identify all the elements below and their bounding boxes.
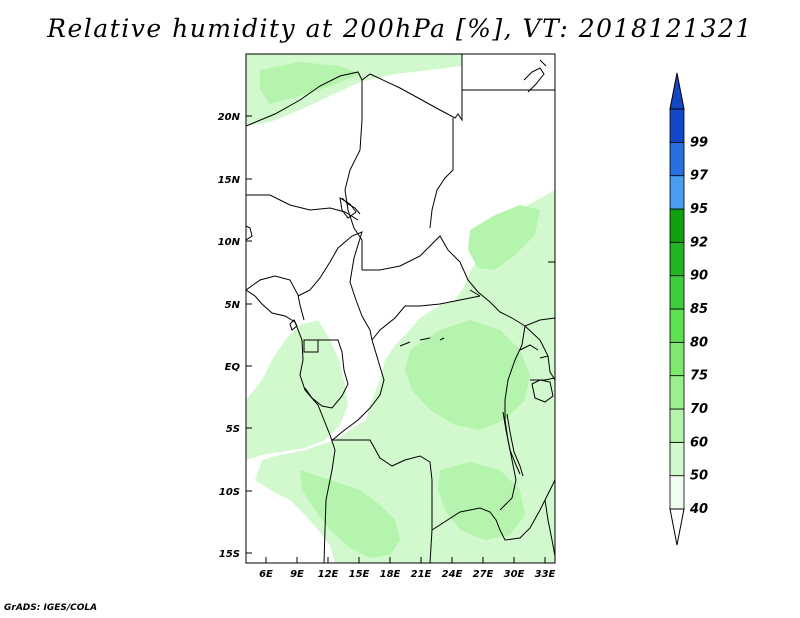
coast-west-notch xyxy=(246,225,253,241)
humidity-shading xyxy=(246,54,555,563)
lat-axis: 20N 15N 10N 5N EQ 5S 10S 15S xyxy=(218,112,252,560)
lake-segment-1 xyxy=(399,337,445,347)
colorbar: 40 50 60 70 75 80 85 90 92 95 97 99 xyxy=(669,72,709,546)
lat-label: 5N xyxy=(225,300,241,311)
border-libya-algeria xyxy=(246,54,463,127)
colorbar-label: 50 xyxy=(690,469,708,484)
border-niger-nigeria xyxy=(246,194,361,221)
lon-label: 6E xyxy=(259,569,273,580)
border-congo-drc xyxy=(331,339,385,441)
map-title: Relative humidity at 200hPa [%], VT: 201… xyxy=(47,14,753,43)
colorbar-label: 92 xyxy=(690,235,708,250)
colorbar-segment xyxy=(669,141,685,177)
border-nigeria-cameroon xyxy=(246,231,373,341)
border-libya-egypt-sudan xyxy=(429,89,555,229)
colorbar-label: 95 xyxy=(690,202,708,217)
colorbar-label: 85 xyxy=(690,302,708,317)
colorbar-segment xyxy=(669,208,685,243)
coastline xyxy=(246,126,336,563)
lake-malawi xyxy=(544,499,555,557)
lake-segment-2 xyxy=(519,344,549,359)
humidity-area-inner-1 xyxy=(405,320,530,430)
border-gabon-congo xyxy=(304,339,349,409)
lon-label: 21E xyxy=(411,569,432,580)
colorbar-label: 80 xyxy=(690,335,708,350)
lon-label: 12E xyxy=(318,569,339,580)
colorbar-segment xyxy=(669,341,685,377)
colorbar-segment xyxy=(669,441,685,477)
island-bioko xyxy=(289,319,298,331)
border-niger-chad xyxy=(344,80,363,270)
lake-chad xyxy=(339,197,357,219)
colorbar-label: 99 xyxy=(690,135,708,150)
humidity-area-inner-2 xyxy=(300,470,400,558)
colorbar-segment xyxy=(669,408,685,443)
border-chad-car xyxy=(362,235,555,327)
lat-label: 15N xyxy=(218,175,241,186)
lon-label: 18E xyxy=(380,569,401,580)
humidity-area-inner-3 xyxy=(468,205,540,270)
island-small xyxy=(303,339,319,353)
colorbar-segment xyxy=(669,108,685,143)
coast-ne xyxy=(523,59,547,93)
colorbar-segment xyxy=(669,308,685,343)
colorbar-label: 97 xyxy=(690,169,709,184)
lake-victoria xyxy=(531,379,554,403)
border-drc-east xyxy=(499,325,526,511)
humidity-area-inner-4 xyxy=(438,462,525,540)
colorbar-segment xyxy=(669,375,685,410)
colorbar-label: 40 xyxy=(689,502,708,517)
lon-label: 33E xyxy=(535,569,556,580)
lat-label: 20N xyxy=(218,112,241,123)
border-sudan-car xyxy=(469,261,555,297)
colorbar-top-arrow xyxy=(669,72,685,110)
lat-label: EQ xyxy=(225,362,241,373)
border-drc-angola xyxy=(332,439,433,563)
lat-label: 15S xyxy=(219,549,240,560)
grads-credit: GrADS: IGES/COLA xyxy=(4,603,98,613)
colorbar-bottom-arrow xyxy=(669,508,685,546)
colorbar-label: 70 xyxy=(690,402,708,417)
lon-axis: 6E 9E 12E 15E 18E 21E 24E 27E 30E 33E xyxy=(259,557,556,580)
colorbar-segment xyxy=(669,241,685,277)
colorbar-segment xyxy=(669,475,685,510)
colorbar-label: 90 xyxy=(690,269,708,284)
colorbar-label: 75 xyxy=(690,369,708,384)
border-angola-zambia xyxy=(431,479,555,541)
colorbar-label: 60 xyxy=(690,435,708,450)
country-borders xyxy=(246,54,555,563)
humidity-area-west xyxy=(246,320,348,460)
lat-label: 10S xyxy=(219,487,240,498)
lat-label: 10N xyxy=(218,237,241,248)
lon-label: 30E xyxy=(504,569,525,580)
colorbar-segment xyxy=(669,275,685,310)
map-frame xyxy=(245,53,556,564)
lon-label: 24E xyxy=(442,569,463,580)
humidity-area-north-inner xyxy=(260,62,360,104)
lat-label: 5S xyxy=(226,424,240,435)
lon-label: 27E xyxy=(473,569,494,580)
colorbar-segment xyxy=(669,175,685,210)
border-car-drc xyxy=(371,295,481,341)
lon-label: 15E xyxy=(349,569,370,580)
lon-label: 9E xyxy=(290,569,304,580)
lake-tanganyika xyxy=(502,411,524,477)
